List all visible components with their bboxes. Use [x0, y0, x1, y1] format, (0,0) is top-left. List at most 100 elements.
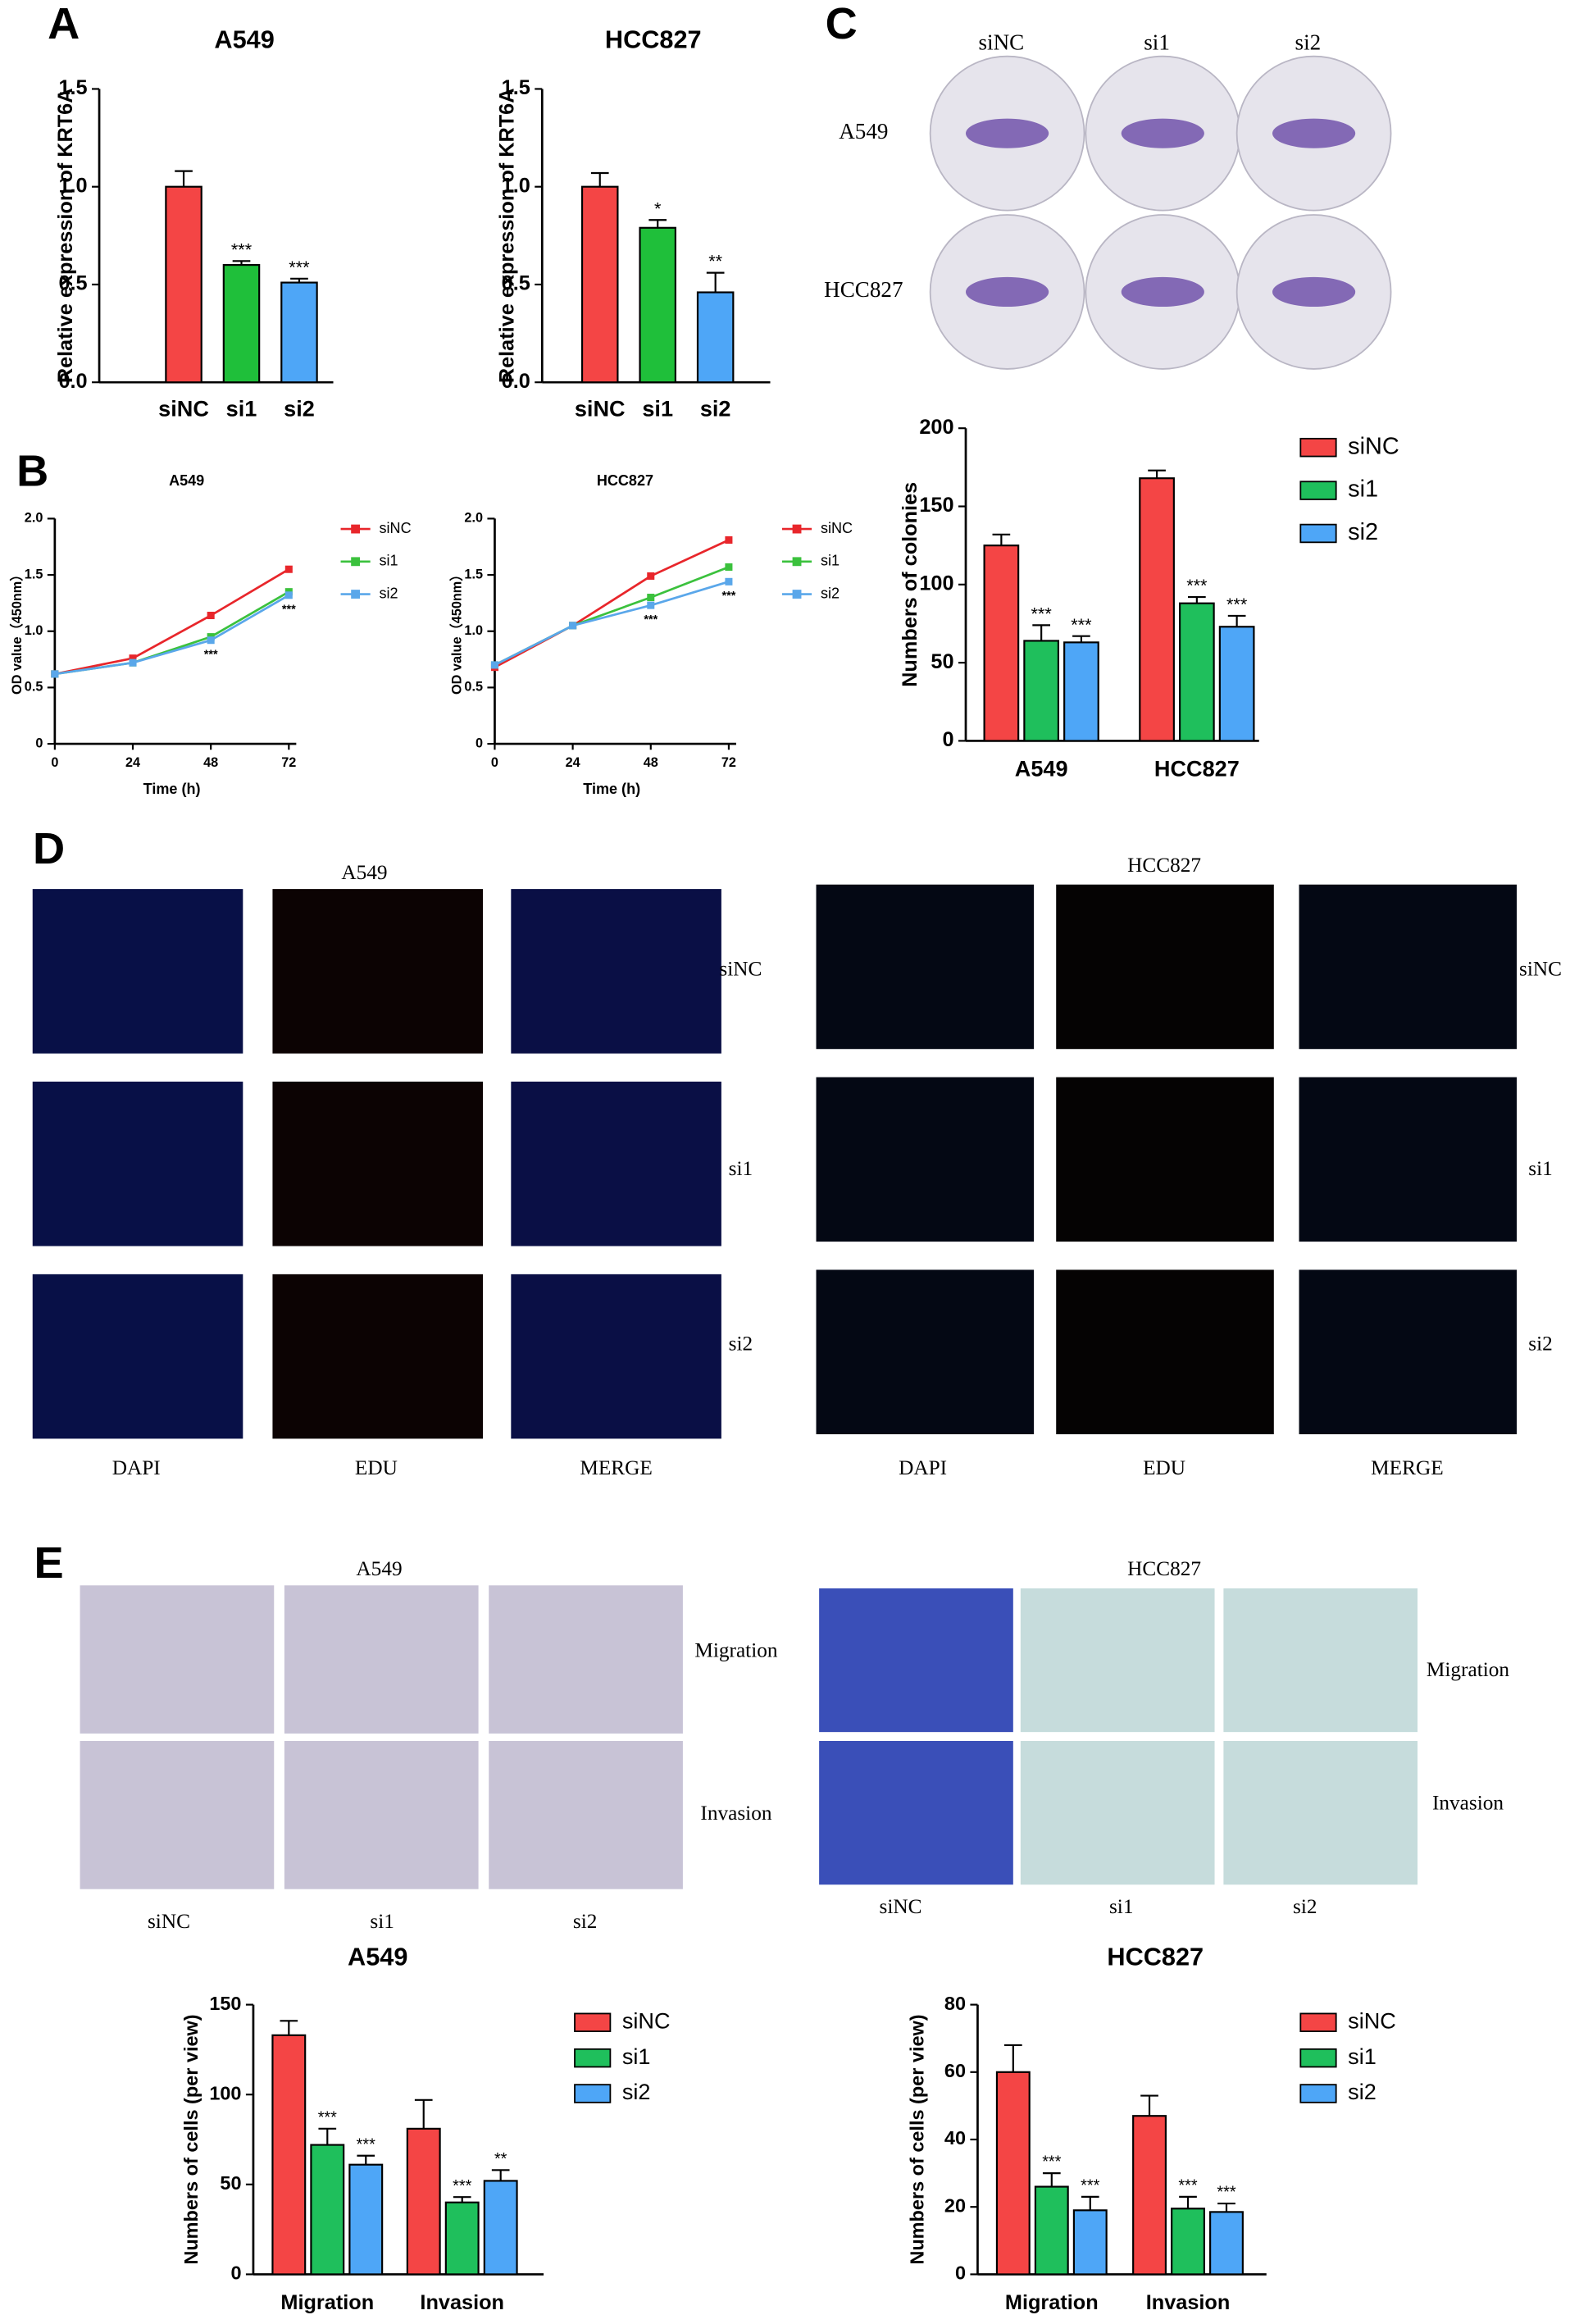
fluorescence-image — [272, 1274, 484, 1439]
transwell-image — [819, 1740, 1013, 1885]
bar — [1132, 2115, 1167, 2276]
panel-label: D — [33, 824, 65, 873]
bar — [1209, 2211, 1244, 2276]
fluorescence-image — [32, 1274, 243, 1439]
legend-swatch — [1299, 2048, 1337, 2068]
significance-label: *** — [1031, 603, 1052, 623]
legend-label: si2 — [821, 585, 840, 601]
bar — [483, 2180, 518, 2276]
y-tick-label: 1.5 — [25, 567, 43, 581]
column-label: si1 — [1109, 1895, 1134, 1918]
significance-label: *** — [357, 2135, 375, 2153]
y-axis-label: Numbers of colonies — [899, 482, 921, 687]
bar — [995, 2071, 1031, 2276]
line-marker — [207, 636, 215, 645]
x-tick-label: si2 — [700, 396, 731, 422]
x-tick-label: 24 — [566, 755, 580, 770]
y-tick-label: 0.5 — [25, 680, 43, 695]
legend-marker — [792, 590, 802, 599]
legend-marker — [792, 524, 802, 534]
error-bar — [318, 2127, 337, 2145]
column-label: si2 — [1293, 1895, 1317, 1918]
y-tick-label: 50 — [220, 2172, 241, 2194]
y-tick-label: 1.5 — [58, 76, 87, 99]
fluorescence-image — [1056, 1077, 1274, 1242]
significance-label: *** — [318, 2108, 337, 2126]
y-tick-label: 150 — [919, 494, 953, 517]
x-tick-label: Invasion — [420, 2291, 504, 2314]
column-label: si1 — [370, 1910, 394, 1933]
fluorescence-image — [1056, 884, 1274, 1050]
significance-label: *** — [231, 239, 253, 259]
fluorescence-image — [32, 889, 243, 1054]
line — [54, 568, 290, 676]
column-label: siNC — [880, 1895, 922, 1918]
y-tick-label: 0 — [476, 736, 483, 750]
legend-swatch — [1299, 2084, 1337, 2103]
legend-swatch — [574, 2012, 612, 2033]
y-tick-label: 80 — [944, 1993, 966, 2014]
y-tick-label: 1.5 — [464, 567, 483, 581]
x-tick-label: 72 — [281, 755, 296, 770]
bar — [1023, 640, 1060, 742]
significance-label: *** — [282, 604, 296, 617]
fluorescence-image — [816, 884, 1035, 1050]
fluorescence-image — [511, 889, 721, 1054]
error-bar — [280, 2020, 298, 2035]
line — [494, 581, 730, 667]
x-tick-label: 48 — [644, 755, 658, 770]
line — [54, 594, 289, 676]
legend-swatch — [1299, 437, 1337, 458]
line-marker — [725, 535, 733, 545]
panel-label: C — [826, 0, 858, 48]
line-marker — [129, 654, 137, 663]
bar — [271, 2034, 307, 2276]
legend-label: si1 — [1348, 2044, 1377, 2069]
significance-label: *** — [1226, 594, 1248, 614]
row-label: siNC — [1519, 957, 1562, 980]
y-tick-label: 50 — [931, 650, 953, 673]
colony-stain — [966, 118, 1049, 148]
transwell-image — [284, 1740, 479, 1889]
colony-stain — [1272, 276, 1356, 308]
error-bar — [1179, 2195, 1197, 2209]
column-label: MERGE — [1371, 1456, 1443, 1479]
row-label: A549 — [839, 119, 888, 144]
fluorescence-image — [816, 1269, 1035, 1434]
legend-label: si1 — [1348, 476, 1378, 503]
legend-marker — [351, 590, 361, 599]
legend-label: si1 — [821, 553, 840, 569]
significance-label: *** — [1186, 575, 1208, 595]
bar — [1218, 626, 1255, 742]
x-tick-label: Invasion — [1146, 2291, 1231, 2314]
line-marker — [207, 611, 215, 620]
y-tick-label: 0.0 — [502, 370, 530, 393]
panel-label: B — [16, 447, 48, 496]
x-axis-label: Time (h) — [143, 781, 201, 797]
legend-label: siNC — [1348, 433, 1399, 459]
column-label: si2 — [573, 1910, 598, 1933]
transwell-image — [1223, 1740, 1418, 1885]
significance-label: *** — [1042, 2153, 1061, 2171]
x-tick-label: 0 — [51, 755, 58, 770]
x-tick-label: HCC827 — [1154, 756, 1240, 782]
bar — [696, 291, 735, 384]
column-label: EDU — [1143, 1456, 1185, 1479]
x-axis-label: Time (h) — [583, 781, 640, 797]
x-tick-label: A549 — [1015, 756, 1068, 782]
significance-label: *** — [1217, 2184, 1235, 2202]
x-tick-label: siNC — [575, 396, 626, 422]
line-marker — [725, 577, 733, 586]
error-bar — [290, 277, 308, 283]
y-tick-label: 0 — [955, 2262, 966, 2284]
error-bar — [414, 2098, 433, 2129]
y-axis-label: OD value（450nm） — [450, 568, 465, 695]
error-bar — [590, 171, 609, 187]
bar — [165, 185, 202, 384]
legend-swatch — [574, 2048, 612, 2068]
y-tick-label: 1.0 — [464, 623, 483, 638]
error-bar — [1217, 2203, 1235, 2212]
bar — [639, 226, 676, 384]
error-bar — [175, 170, 193, 187]
